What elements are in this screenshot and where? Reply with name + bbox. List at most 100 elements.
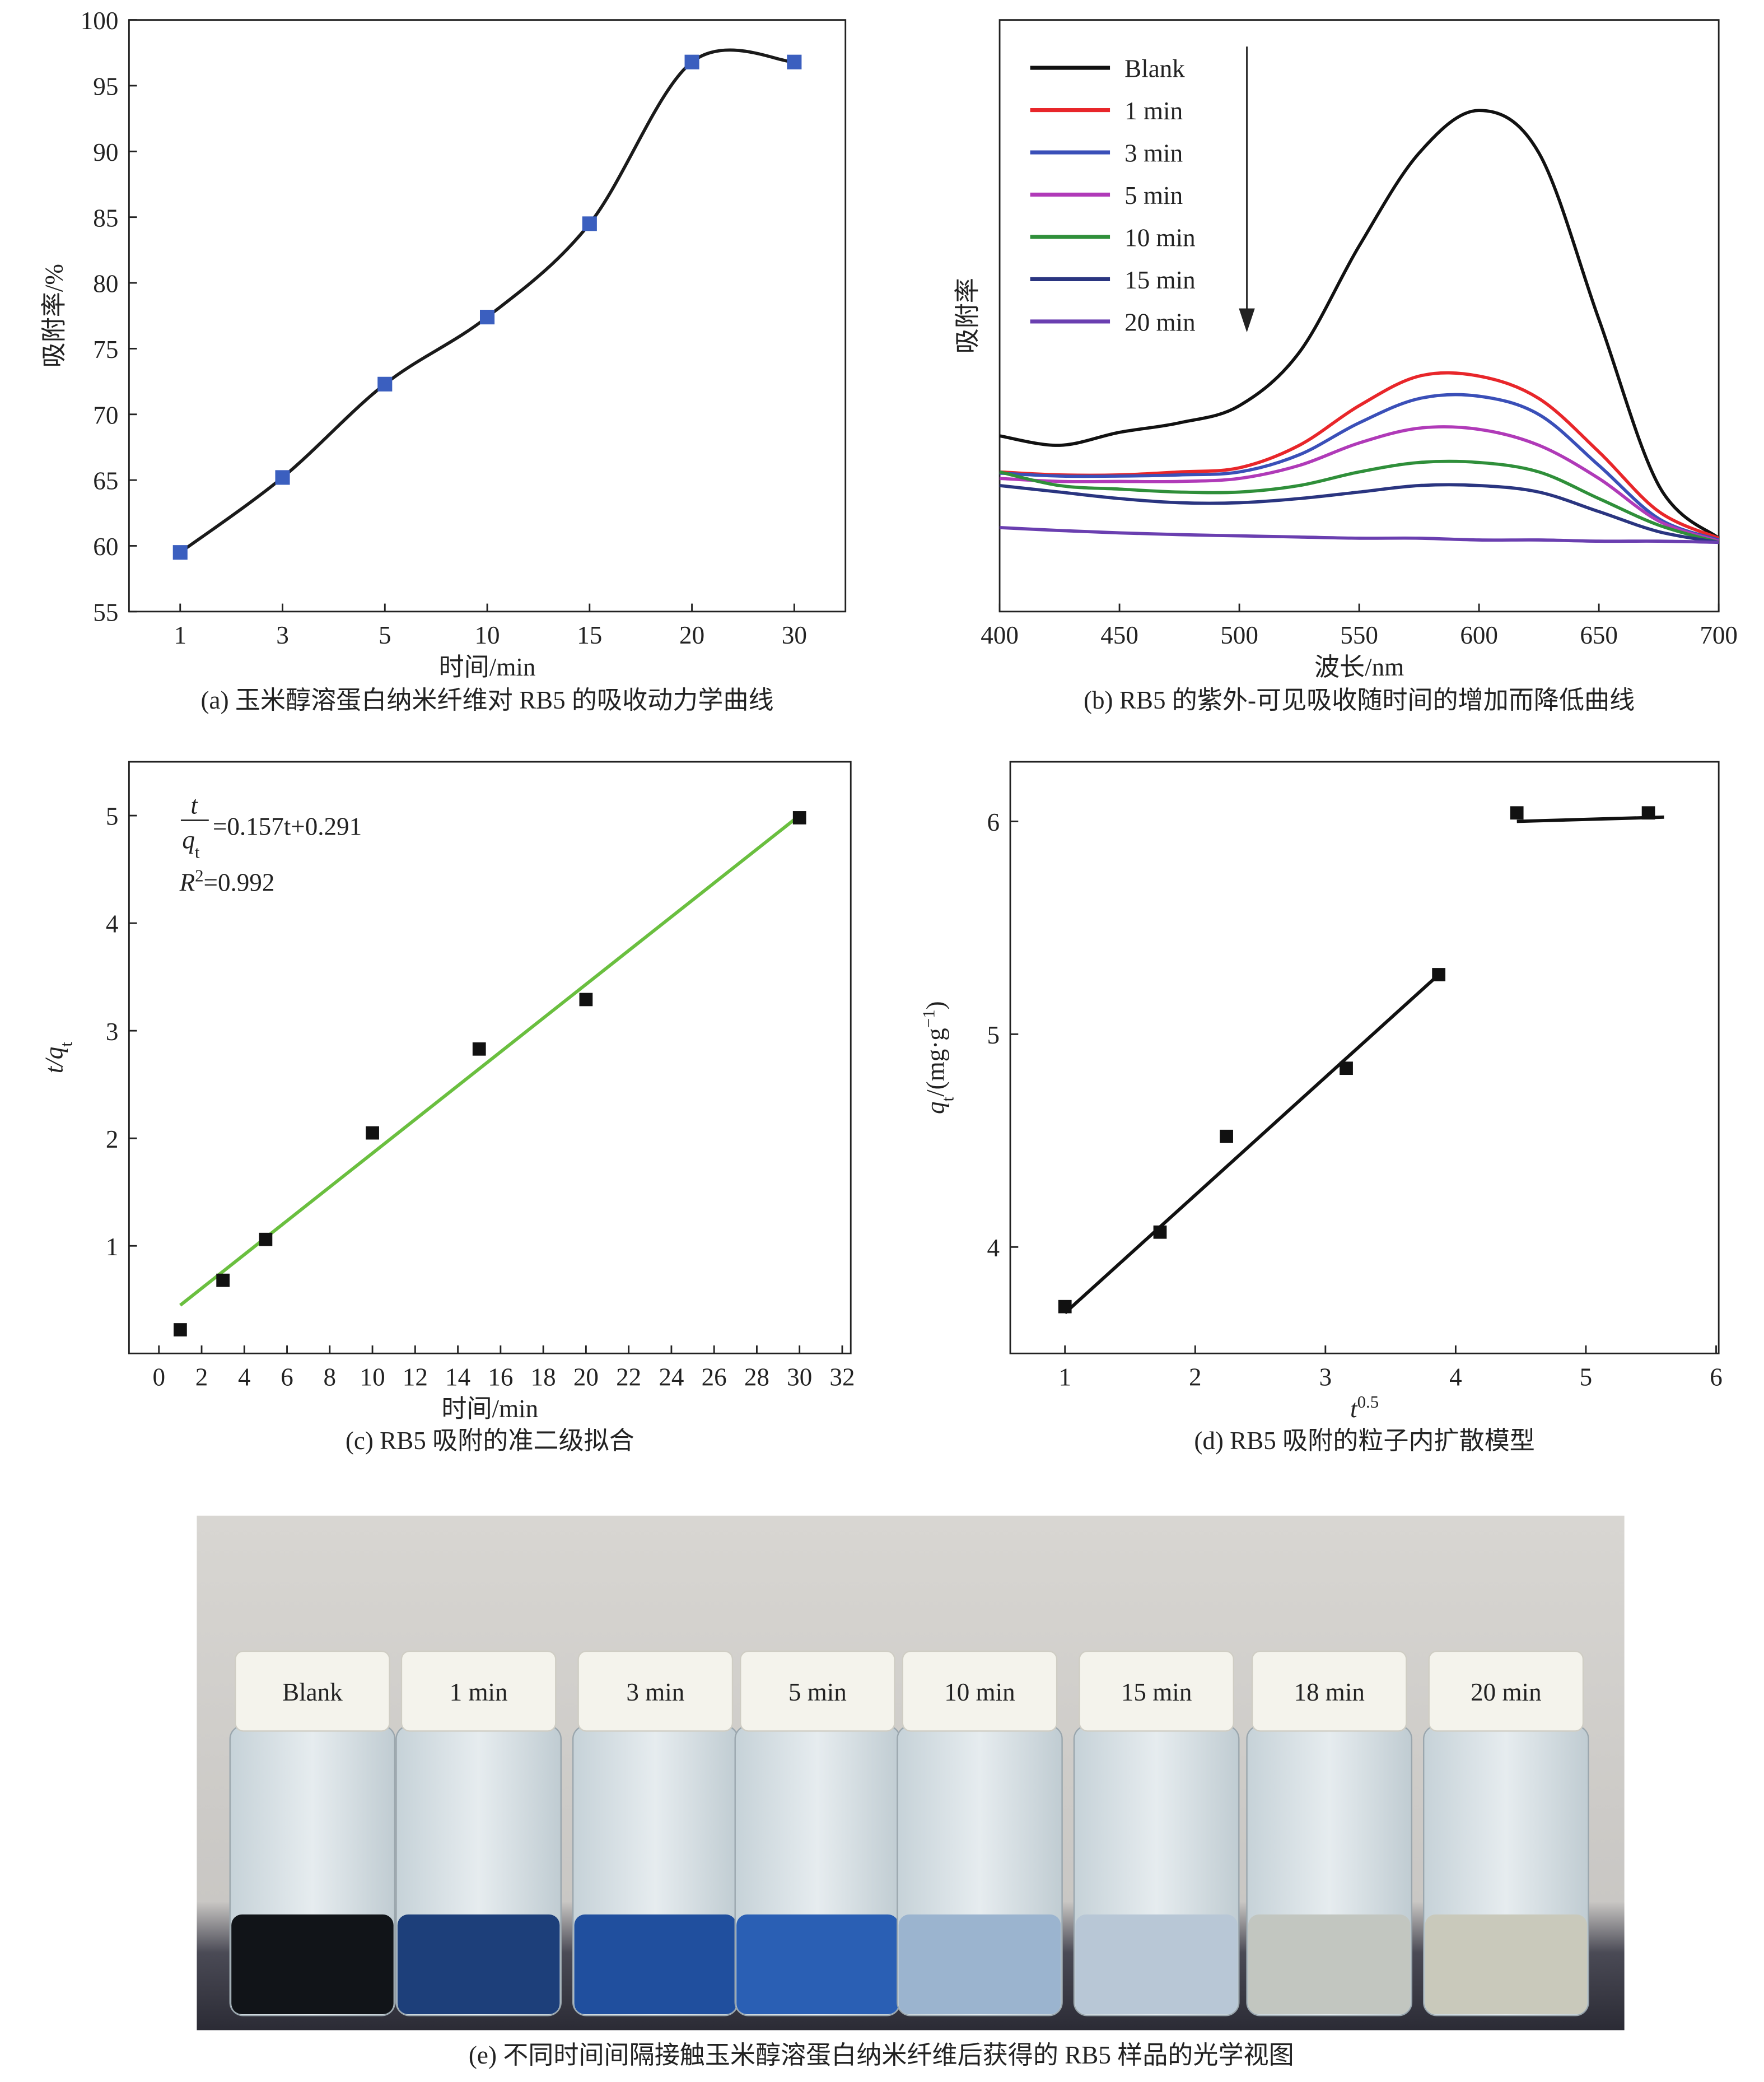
marker [472,1042,486,1056]
vial-cap [1428,1650,1584,1732]
r-part: R [179,868,195,896]
fit-line [1516,815,1664,823]
vial-label: 10 min [944,1678,1015,1706]
y-axis-label-part: t [938,1096,957,1101]
data-line [999,393,1720,542]
x-tick-label: 30 [787,1363,812,1391]
marker [579,993,593,1007]
y-axis-label-part: q [921,1101,949,1114]
x-tick-label: 14 [445,1363,470,1391]
marker [1153,1225,1167,1239]
y-tick-label: 75 [93,336,118,364]
vial-cap [902,1650,1058,1732]
y-axis-label-part: t [40,1065,68,1073]
vial-cap [1079,1650,1234,1732]
vial-label: 3 min [626,1678,684,1706]
y-tick-label: 100 [81,7,119,35]
caption: (c) RB5 吸附的准二级拟合 [346,1427,634,1455]
y-tick-label: 3 [106,1018,119,1046]
vial-label: 1 min [450,1678,508,1706]
vial-liquid [231,1914,394,2014]
fit-line [179,814,801,1307]
x-tick-label: 2 [195,1363,208,1391]
vial-liquid [736,1914,899,2014]
r-part: =0.992 [204,868,275,896]
marker [792,811,806,825]
y-tick-label: 6 [987,808,1000,836]
x-tick-label: 18 [531,1363,556,1391]
marker [1058,1299,1072,1314]
x-tick-label: 6 [1710,1363,1723,1391]
x-tick-label: 6 [281,1363,293,1391]
marker [1641,806,1655,820]
x-tick-label: 700 [1700,621,1738,649]
y-axis-label-part: /q [40,1047,68,1068]
marker [479,310,495,325]
y-tick-label: 4 [987,1234,1000,1262]
y-axis-label-part: /(mg·g [921,1028,949,1097]
legend-label: 20 min [1124,309,1195,337]
marker [1220,1129,1233,1143]
legend-label: 5 min [1124,181,1183,209]
x-tick-label: 450 [1100,621,1138,649]
equation-numerator: t [190,791,198,819]
vial-liquid [1248,1914,1411,2014]
marker [216,1273,230,1287]
x-tick-label: 15 [577,621,602,649]
x-tick-label: 28 [744,1363,769,1391]
data-line [179,48,795,554]
y-tick-label: 4 [106,910,119,938]
marker [174,1323,187,1336]
x-tick-label: 8 [324,1363,337,1391]
marker [684,54,699,69]
vial-label: 5 min [788,1678,847,1706]
x-tick-label: 12 [403,1363,428,1391]
data-line [999,483,1719,544]
x-tick-label: 20 [573,1363,599,1391]
x-tick-label: 22 [616,1363,641,1391]
legend-label: 3 min [1124,139,1183,167]
vial-liquid [1425,1914,1588,2014]
y-tick-label: 65 [93,467,118,495]
data-line [999,459,1719,544]
equation-part: t [195,842,200,861]
legend-label: Blank [1124,55,1185,83]
vial-label: 15 min [1121,1678,1192,1706]
x-tick-label: 5 [379,621,391,649]
marker [787,54,802,69]
fit-line [1063,973,1440,1315]
y-axis-label: t/qt [40,1042,76,1074]
y-tick-label: 70 [93,401,118,429]
x-tick-label: 1 [174,621,186,649]
data-line [999,425,1720,543]
vial-cap [400,1650,557,1732]
x-tick-label: 600 [1460,621,1498,649]
y-tick-label: 5 [106,803,119,831]
y-tick-label: 5 [987,1021,1000,1049]
x-tick-label: 3 [276,621,289,649]
marker [259,1232,273,1246]
legend-label: 10 min [1124,224,1195,252]
data-line [999,526,1719,544]
vial-liquid [397,1914,560,2014]
y-tick-label: 80 [93,270,118,298]
data-line [999,371,1720,540]
vial-cap [577,1650,734,1732]
x-tick-label: 2 [1189,1363,1202,1391]
x-tick-label: 30 [782,621,807,649]
marker [1340,1061,1353,1075]
x-tick-label: 5 [1580,1363,1593,1391]
vial-cap [235,1650,390,1732]
vial-cap [1251,1650,1407,1732]
marker [1432,968,1446,981]
marker [275,470,290,485]
vial-label: 18 min [1294,1678,1364,1706]
caption: (b) RB5 的紫外-可见吸收随时间的增加而降低曲线 [1084,686,1635,714]
x-tick-label: 4 [1449,1363,1462,1391]
x-tick-label: 32 [829,1363,855,1391]
marker [366,1126,379,1140]
x-tick-label: 0 [152,1363,165,1391]
y-axis-label-part: t [57,1042,76,1047]
x-tick-label: 550 [1340,621,1378,649]
equation-part: q [182,826,195,854]
